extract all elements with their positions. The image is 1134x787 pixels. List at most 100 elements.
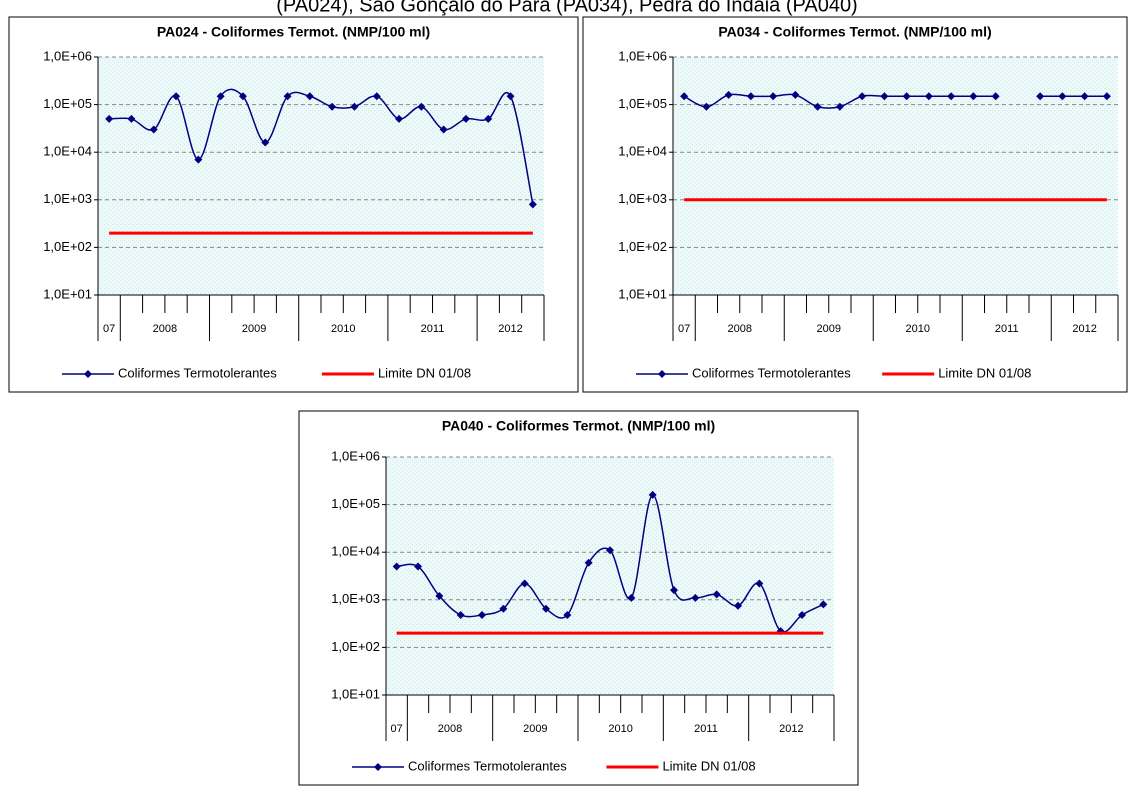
y-tick-label: 1,0E+02	[618, 239, 667, 254]
legend-marker	[658, 370, 666, 378]
x-group-label: 2009	[817, 323, 841, 335]
data-point	[606, 546, 614, 555]
chart-title: PA024 - Coliformes Termot. (NMP/100 ml)	[157, 24, 430, 40]
data-point	[238, 92, 247, 101]
data-point	[328, 102, 337, 111]
y-tick-label: 1,0E+04	[331, 544, 380, 559]
x-group-label: 07	[103, 323, 115, 335]
data-point	[880, 92, 889, 101]
data-point	[819, 600, 828, 609]
chart-title: PA040 - Coliformes Termot. (NMP/100 ml)	[442, 418, 715, 434]
data-point	[506, 92, 515, 101]
data-point	[1080, 92, 1089, 101]
x-group-label: 2008	[153, 323, 177, 335]
data-point	[991, 92, 1000, 101]
x-group-label: 2010	[331, 323, 355, 335]
y-tick-label: 1,0E+01	[618, 286, 667, 301]
y-tick-label: 1,0E+01	[331, 686, 380, 701]
y-tick-label: 1,0E+02	[43, 239, 92, 254]
data-point	[648, 490, 657, 499]
chart: PA034 - Coliformes Termot. (NMP/100 ml) 1…	[582, 16, 1128, 393]
data-point	[261, 138, 270, 147]
data-point	[813, 102, 822, 111]
data-point	[858, 92, 867, 101]
data-point	[372, 92, 381, 101]
data-point	[172, 92, 181, 101]
data-point	[746, 92, 755, 101]
x-group-label: 2008	[728, 323, 752, 335]
data-point	[1102, 92, 1111, 101]
data-point	[283, 92, 292, 101]
plot-area	[673, 57, 1118, 295]
data-point	[149, 125, 158, 134]
y-tick-label: 1,0E+06	[43, 48, 92, 63]
data-point	[439, 125, 448, 134]
data-point	[414, 562, 422, 571]
chart: PA024 - Coliformes Termot. (NMP/100 ml) 1…	[8, 16, 579, 393]
data-point	[461, 114, 470, 123]
x-group-label: 2010	[608, 723, 632, 735]
data-point	[969, 92, 978, 101]
legend-label: Limite DN 01/08	[938, 365, 1031, 380]
data-point	[392, 562, 401, 571]
data-point	[478, 610, 486, 619]
y-tick-label: 1,0E+04	[43, 144, 92, 159]
legend-marker	[374, 763, 382, 771]
x-group-label: 2011	[421, 323, 445, 335]
data-point	[680, 92, 689, 101]
data-point	[835, 102, 844, 111]
y-tick-label: 1,0E+03	[618, 191, 667, 206]
data-point	[499, 604, 508, 613]
data-point	[584, 558, 593, 567]
y-tick-label: 1,0E+06	[331, 448, 380, 463]
data-point	[1058, 92, 1067, 101]
plot-area	[386, 457, 834, 695]
data-point	[791, 90, 800, 99]
y-tick-label: 1,0E+05	[43, 96, 92, 111]
data-point	[216, 92, 225, 101]
x-group-label: 2009	[523, 723, 547, 735]
data-point	[105, 114, 114, 123]
data-point	[798, 610, 806, 619]
data-point	[924, 92, 933, 101]
data-point	[769, 92, 778, 101]
data-point	[627, 593, 636, 602]
data-point	[350, 102, 359, 111]
plot-area	[98, 57, 544, 295]
y-tick-label: 1,0E+03	[43, 191, 92, 206]
data-point	[435, 592, 444, 601]
data-point	[194, 155, 203, 164]
x-group-label: 2008	[438, 723, 462, 735]
x-group-label: 2012	[498, 323, 522, 335]
chart-title: PA034 - Coliformes Termot. (NMP/100 ml)	[718, 24, 991, 40]
y-tick-label: 1,0E+05	[331, 496, 380, 511]
y-tick-label: 1,0E+02	[331, 639, 380, 654]
x-group-label: 07	[391, 723, 403, 735]
series-line	[396, 494, 824, 633]
data-point	[712, 590, 721, 599]
y-tick-label: 1,0E+04	[618, 144, 667, 159]
chart: PA040 - Coliformes Termot. (NMP/100 ml) 1…	[298, 410, 859, 786]
legend-label: Coliformes Termotolerantes	[408, 758, 567, 773]
legend-label: Limite DN 01/08	[378, 365, 471, 380]
legend-label: Coliformes Termotolerantes	[118, 365, 277, 380]
legend-label: Coliformes Termotolerantes	[692, 365, 851, 380]
y-tick-label: 1,0E+06	[618, 48, 667, 63]
data-point	[563, 610, 572, 619]
data-point	[1036, 92, 1045, 101]
data-point	[528, 200, 537, 209]
data-point	[395, 114, 404, 123]
data-point	[734, 601, 742, 610]
x-group-label: 2011	[995, 323, 1019, 335]
x-group-label: 2011	[694, 723, 718, 735]
data-point	[456, 610, 465, 619]
legend-label: Limite DN 01/08	[662, 758, 755, 773]
data-point	[702, 102, 711, 111]
data-point	[542, 604, 550, 613]
data-point	[755, 579, 764, 588]
data-point	[902, 92, 911, 101]
data-point	[670, 586, 678, 595]
data-point	[947, 92, 956, 101]
y-tick-label: 1,0E+05	[618, 96, 667, 111]
x-group-label: 07	[678, 323, 690, 335]
